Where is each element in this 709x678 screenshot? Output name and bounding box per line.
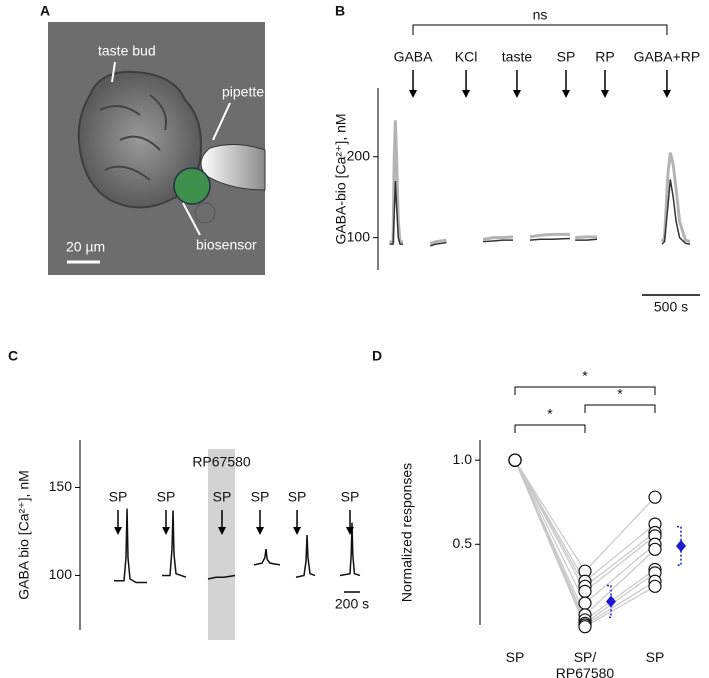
image-label: taste bud [98,43,156,59]
arrow-head [346,527,354,535]
micrograph: A taste bud pipette biosensor 20 µm [40,3,266,275]
significance-bracket [514,424,586,433]
stimulus-label: SP [557,49,576,65]
arrow-head [218,527,226,535]
x-tick-label: SP/ RP67580 [555,649,615,678]
biosensor-cell [173,167,211,205]
error-bar [607,584,612,619]
trace [575,235,597,240]
trace [661,179,691,245]
stimulus-label: KCl [455,49,478,65]
paired-line [514,459,656,583]
trace [429,241,447,247]
shaded-label: RP67580 [192,454,251,470]
mean-marker [676,539,686,552]
scale-label: 200 s [335,596,369,612]
data-point [648,490,662,504]
trace [114,508,148,584]
stimulus-label: SP [251,489,270,505]
pipette-shape [200,144,266,191]
trace [529,237,571,241]
stimulus-label: taste [502,49,533,65]
arrow [212,102,231,141]
bracket [412,24,668,35]
stimulus-label: SP [157,489,176,505]
stimulus-label: SP [341,489,360,505]
arrow-head [409,90,418,98]
paired-line [514,459,656,573]
mean-marker [606,595,616,608]
significance-label: * [547,406,553,422]
arrow-head [662,90,671,98]
stimulus-label: SP [213,489,232,505]
stimulus-label: GABA+RP [634,49,701,65]
x-tick-label: SP [645,649,665,665]
y-tick-label: 100 [347,228,371,244]
shaded-region [208,449,236,640]
trace [482,239,514,243]
y-axis-label: GABA bio [Ca²⁺], nM [16,470,32,600]
significance-label: * [582,368,588,384]
arrow-head [562,90,571,98]
image-label: biosensor [196,237,257,253]
y-tick-label: 0.5 [453,535,473,551]
y-axis-label: Normalized responses [399,463,415,602]
image-label: pipette [222,84,264,100]
trace [295,534,316,578]
arrow-head [462,90,471,98]
significance-bracket [514,386,656,395]
data-point [648,542,662,556]
trace [339,522,361,577]
trace [207,574,236,580]
arrow [111,61,116,83]
trace [660,152,691,244]
debris [194,202,216,224]
trace [389,180,403,245]
arrow-head [293,527,302,535]
cell-texture [99,94,167,181]
arrow-head [601,90,610,98]
y-axis-label: GABA-bio [Ca²⁺], nM [333,113,349,244]
y-tick-label: 1.0 [453,451,473,467]
data-point [578,584,592,598]
stimulus-label: SP [109,489,128,505]
panel-letter: D [372,348,382,364]
scale-label: 500 s [654,299,688,315]
arrow-head [162,527,170,535]
y-tick-label: 200 [347,147,371,163]
x-tick-label: SP [505,649,525,665]
stimulus-label: SP [288,489,307,505]
y-tick-label: 150 [49,478,73,494]
data-point [578,620,592,634]
bracket-label: ns [533,7,548,23]
trace [389,120,403,244]
significance-label: * [617,386,623,402]
stimulus-label: RP [595,49,614,65]
panel-letter: A [40,3,50,19]
trace [575,238,598,241]
panel-letter: C [8,348,18,364]
trace [529,232,570,239]
stimulus-label: GABA [394,49,434,65]
panel-letter: B [335,3,345,19]
error-bar [677,525,682,567]
data-point [508,453,522,467]
significance-bracket [584,404,656,413]
trace [482,235,514,241]
arrow [182,202,201,236]
data-point [578,596,592,610]
arrow-head [256,527,264,535]
scale-label: 20 µm [66,239,105,255]
trace [253,548,281,566]
arrow-head [512,90,521,98]
y-tick-label: 100 [49,566,73,582]
trace [162,510,187,578]
arrow-head [114,527,122,535]
trace [429,238,447,245]
data-point [648,579,662,593]
